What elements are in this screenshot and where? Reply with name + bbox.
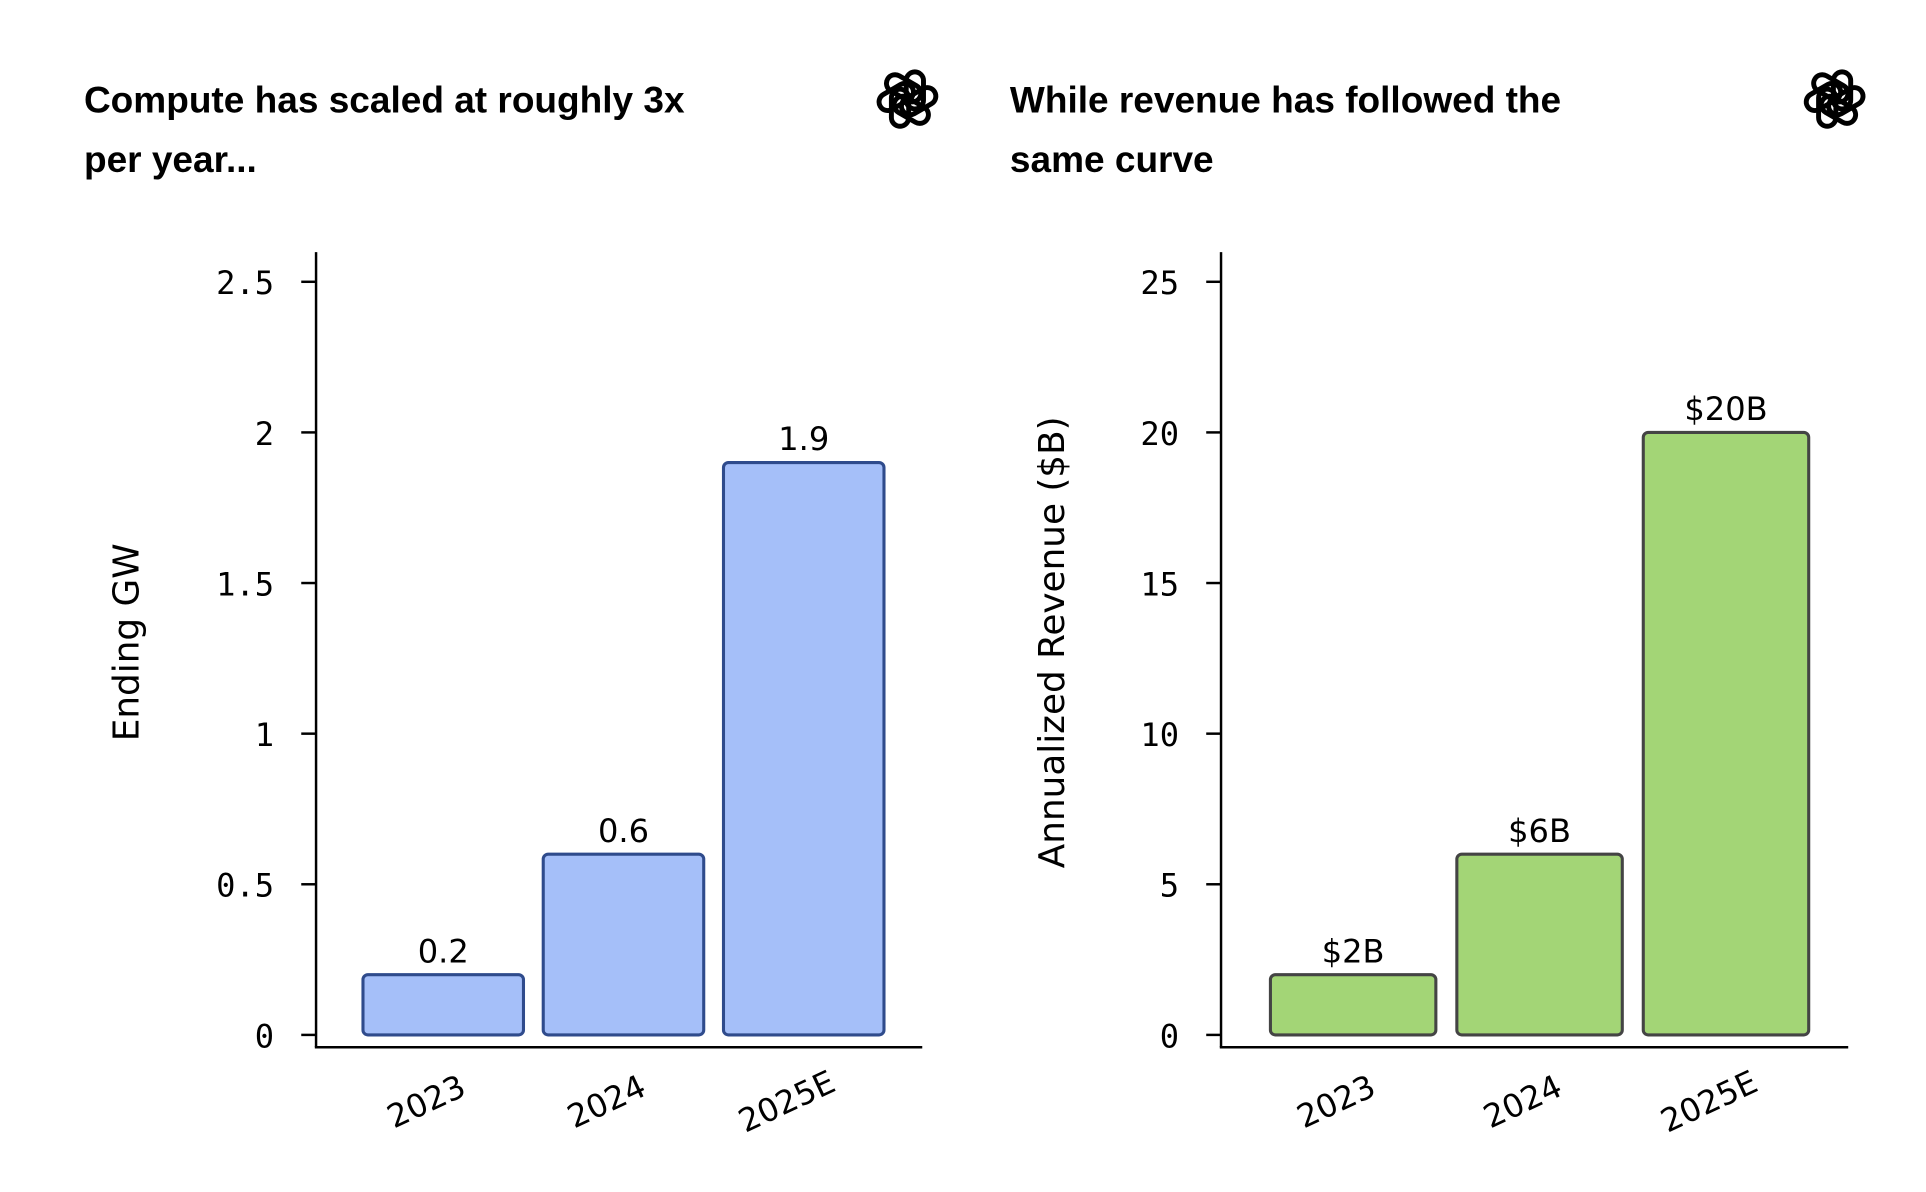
y-tick-label: 0 (255, 1017, 274, 1055)
y-axis-label: Annualized Revenue ($B) (1032, 416, 1073, 868)
chart-title: While revenue has followed the (1010, 79, 1561, 121)
bar-2023 (361, 973, 526, 1037)
x-tick-label: 2023 (381, 1067, 471, 1136)
chart-title: per year... (84, 138, 257, 180)
bar-2024 (541, 852, 706, 1037)
x-tick-label: 2025E (733, 1063, 841, 1141)
data-label: $6B (1508, 812, 1571, 850)
y-tick-label: 10 (1140, 716, 1179, 754)
data-label: $2B (1322, 932, 1385, 970)
y-axis-label: Ending GW (106, 543, 147, 741)
y-tick-label: 5 (1160, 867, 1179, 905)
y-tick-label: 25 (1140, 264, 1179, 302)
bar-2024 (1455, 852, 1624, 1037)
data-label: $20B (1684, 390, 1767, 428)
data-label: 1.9 (778, 420, 829, 458)
openai-logo-icon (1803, 69, 1866, 129)
y-tick-label: 1.5 (216, 565, 274, 603)
chart-title: Compute has scaled at roughly 3x (84, 79, 685, 121)
data-label: 0.6 (598, 812, 649, 850)
x-tick-label: 2025E (1655, 1063, 1763, 1141)
data-label: 0.2 (418, 932, 469, 970)
bar-2025E (1641, 430, 1811, 1037)
y-tick-label: 0.5 (216, 867, 274, 905)
openai-logo-icon (876, 69, 939, 129)
bar-2025E (721, 460, 886, 1037)
logo-petal (1811, 72, 1851, 105)
x-tick-label: 2024 (561, 1067, 651, 1136)
y-tick-label: 15 (1140, 565, 1179, 603)
y-tick-label: 1 (255, 716, 274, 754)
x-tick-label: 2024 (1478, 1067, 1568, 1136)
y-tick-label: 20 (1140, 415, 1179, 453)
chart-2: While revenue has followed the same curve… (1010, 69, 1866, 1141)
logo-petal (883, 72, 924, 105)
chart-1: Compute has scaled at roughly 3x per year… (84, 69, 939, 1141)
chart-title: same curve (1010, 138, 1214, 180)
y-tick-label: 2 (255, 415, 274, 453)
bar-2023 (1268, 973, 1438, 1037)
y-tick-label: 2.5 (216, 264, 274, 302)
y-tick-label: 0 (1160, 1017, 1179, 1055)
x-tick-label: 2023 (1291, 1067, 1381, 1136)
